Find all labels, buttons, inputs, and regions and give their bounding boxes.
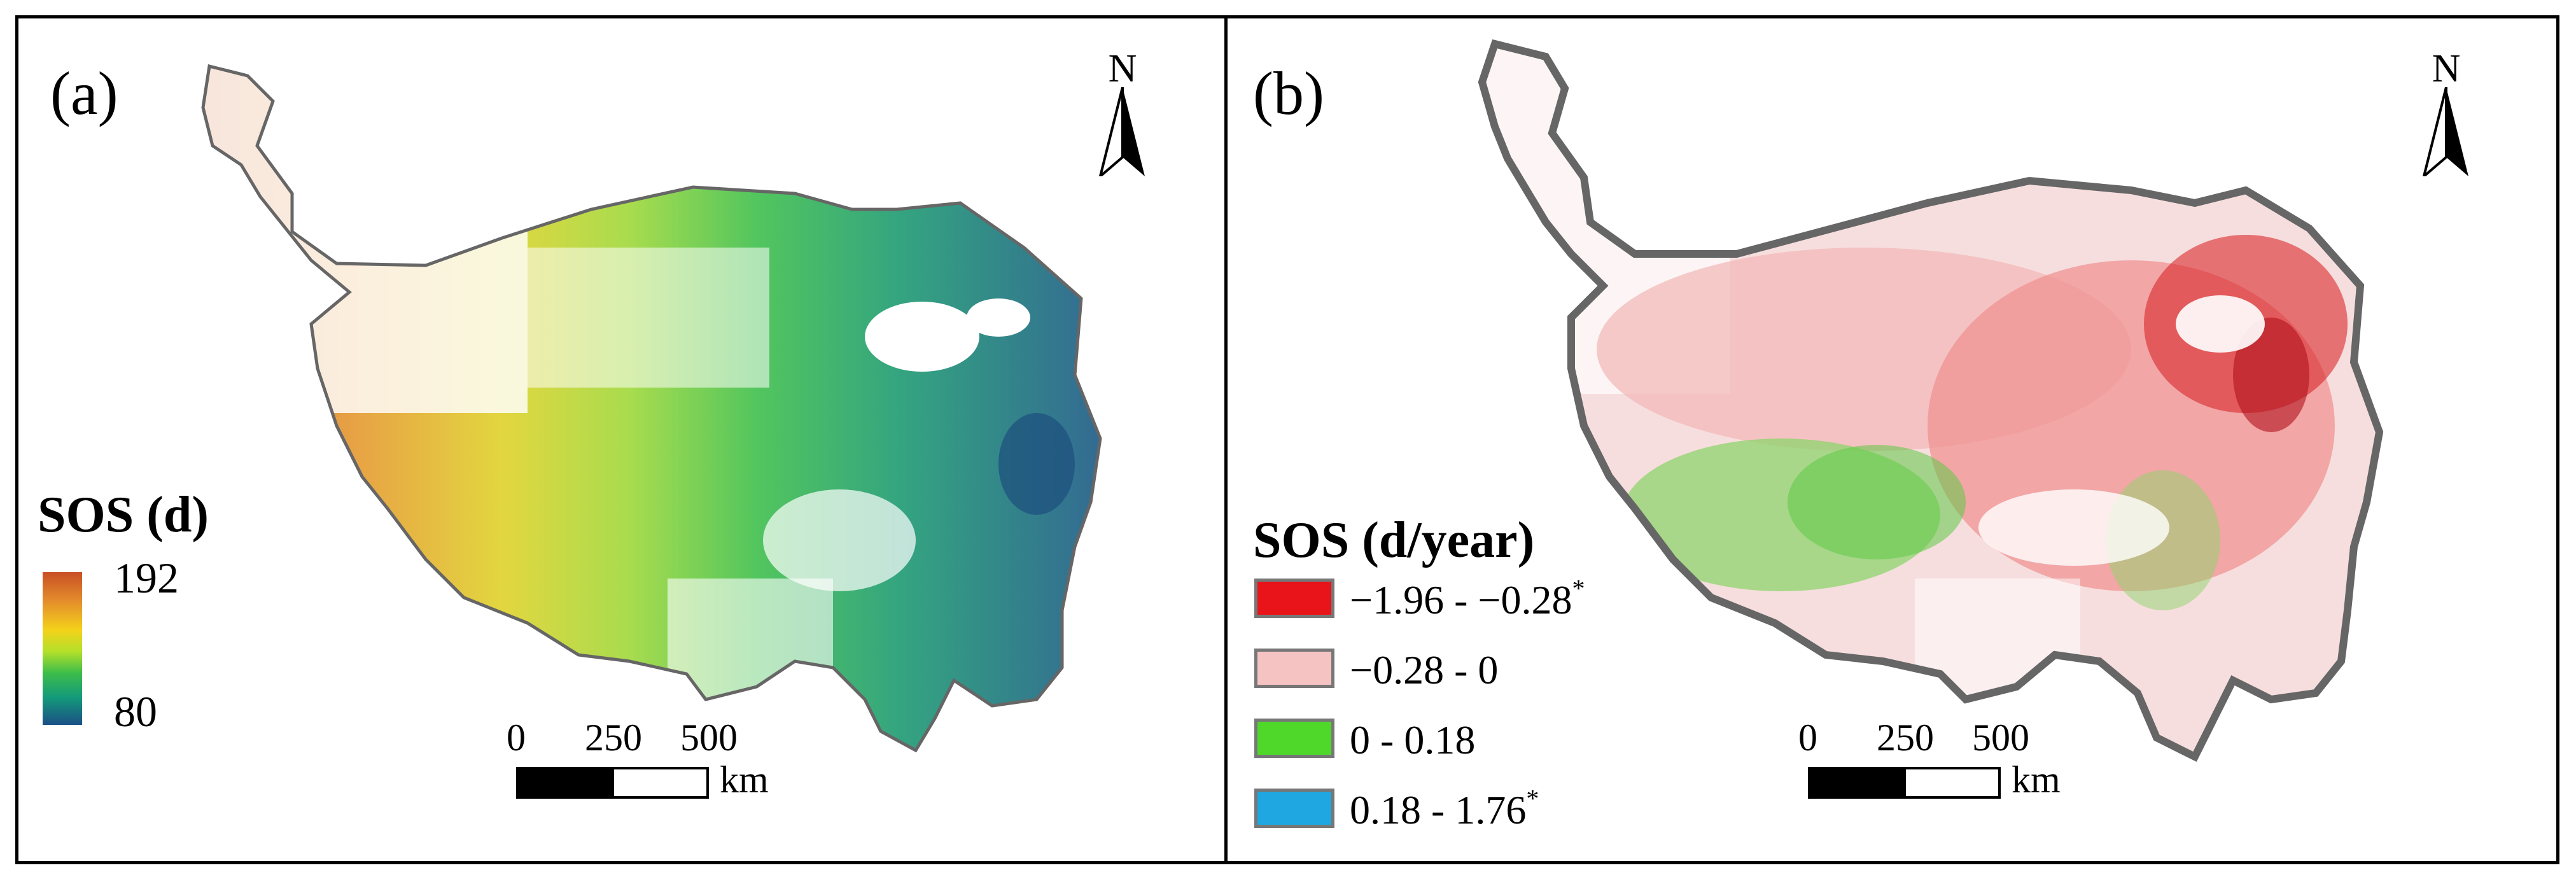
plateau-outline-b [1478, 39, 2384, 762]
panel-label-b: (b) [1253, 59, 1324, 127]
scale-bar-b: 0 250 500 km [1798, 717, 2093, 884]
figure-frame [15, 15, 2559, 864]
north-label: N [2432, 47, 2461, 90]
north-label: N [1108, 47, 1137, 90]
scale-unit: km [720, 759, 769, 801]
map-b [1478, 39, 2384, 762]
plateau-outline-a [201, 64, 1102, 753]
scale-tick-0: 0 [1798, 717, 1817, 759]
legend-title-a: SOS (d) [38, 487, 209, 543]
legend-swatch [1254, 579, 1334, 618]
north-arrow-icon [2422, 87, 2468, 176]
scale-tick-250: 250 [1877, 717, 1934, 759]
north-arrow-icon [1098, 87, 1145, 176]
panel-divider [1224, 15, 1228, 864]
legend-swatch [1254, 649, 1334, 688]
sos-color-ramp [43, 572, 82, 725]
legend-class-label: 0 - 0.18 [1350, 717, 1476, 762]
legend-swatch [1254, 719, 1334, 758]
ramp-min: 80 [114, 687, 157, 736]
panel-label-a: (a) [50, 59, 118, 127]
legend-class-label: −0.28 - 0 [1350, 647, 1499, 692]
scale-tick-500: 500 [1972, 717, 2029, 759]
panel-a: (a) N SOS (d) 192 80 0 250 500 km [18, 18, 1224, 861]
legend-swatch [1254, 789, 1334, 828]
legend-title-b: SOS (d/year) [1253, 512, 1535, 568]
scale-tick-500: 500 [680, 717, 738, 759]
scale-unit: km [2012, 759, 2061, 801]
scale-bar-graphic [516, 767, 709, 799]
map-a [201, 64, 1102, 753]
legend-class-label: −1.96 - −0.28* [1350, 574, 1585, 622]
scale-tick-0: 0 [507, 717, 526, 759]
sos-trend-raster-b [1482, 44, 2379, 757]
panel-b: (b) N SOS (d/year) −1.96 - −0.28* −0.28 … [1228, 18, 2556, 861]
legend-class-label: 0.18 - 1.76* [1350, 784, 1539, 832]
north-arrow-b: N [2411, 49, 2481, 176]
scale-bar-graphic [1808, 767, 2001, 799]
ramp-max: 192 [114, 554, 179, 602]
north-arrow-a: N [1088, 49, 1158, 176]
scale-tick-250: 250 [585, 717, 642, 759]
scale-bar-a: 0 250 500 km [507, 717, 801, 884]
